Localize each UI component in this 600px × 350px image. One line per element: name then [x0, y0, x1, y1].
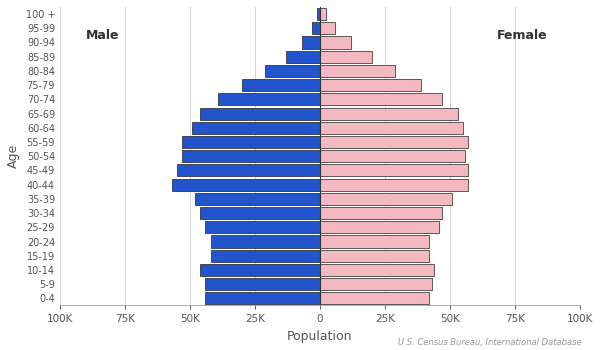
- Bar: [265, 65, 320, 77]
- Bar: [205, 292, 320, 304]
- Y-axis label: Age: Age: [7, 144, 20, 168]
- Bar: [182, 136, 320, 148]
- Bar: [320, 264, 434, 276]
- Bar: [242, 79, 320, 91]
- Bar: [320, 65, 395, 77]
- Bar: [218, 93, 320, 105]
- Bar: [200, 107, 320, 120]
- Bar: [200, 264, 320, 276]
- Bar: [320, 250, 429, 262]
- Bar: [320, 164, 468, 176]
- Bar: [177, 164, 320, 176]
- Bar: [286, 51, 320, 63]
- Bar: [320, 22, 335, 34]
- Bar: [320, 93, 442, 105]
- Bar: [320, 136, 468, 148]
- Bar: [182, 150, 320, 162]
- Bar: [312, 22, 320, 34]
- Bar: [320, 36, 351, 49]
- Text: Male: Male: [86, 29, 119, 42]
- Bar: [320, 236, 429, 247]
- Bar: [320, 8, 326, 20]
- Text: Female: Female: [497, 29, 547, 42]
- Bar: [302, 36, 320, 49]
- Bar: [320, 278, 431, 290]
- Bar: [320, 107, 458, 120]
- Bar: [320, 122, 463, 134]
- Bar: [195, 193, 320, 205]
- Bar: [317, 8, 320, 20]
- X-axis label: Population: Population: [287, 330, 353, 343]
- Bar: [320, 193, 452, 205]
- Bar: [200, 207, 320, 219]
- Bar: [320, 207, 442, 219]
- Text: U.S. Census Bureau, International Database: U.S. Census Bureau, International Databa…: [398, 337, 582, 346]
- Bar: [320, 221, 439, 233]
- Bar: [205, 278, 320, 290]
- Bar: [193, 122, 320, 134]
- Bar: [172, 178, 320, 191]
- Bar: [320, 178, 468, 191]
- Bar: [205, 221, 320, 233]
- Bar: [320, 51, 372, 63]
- Bar: [320, 79, 421, 91]
- Bar: [211, 250, 320, 262]
- Bar: [320, 150, 466, 162]
- Bar: [211, 236, 320, 247]
- Bar: [320, 292, 429, 304]
